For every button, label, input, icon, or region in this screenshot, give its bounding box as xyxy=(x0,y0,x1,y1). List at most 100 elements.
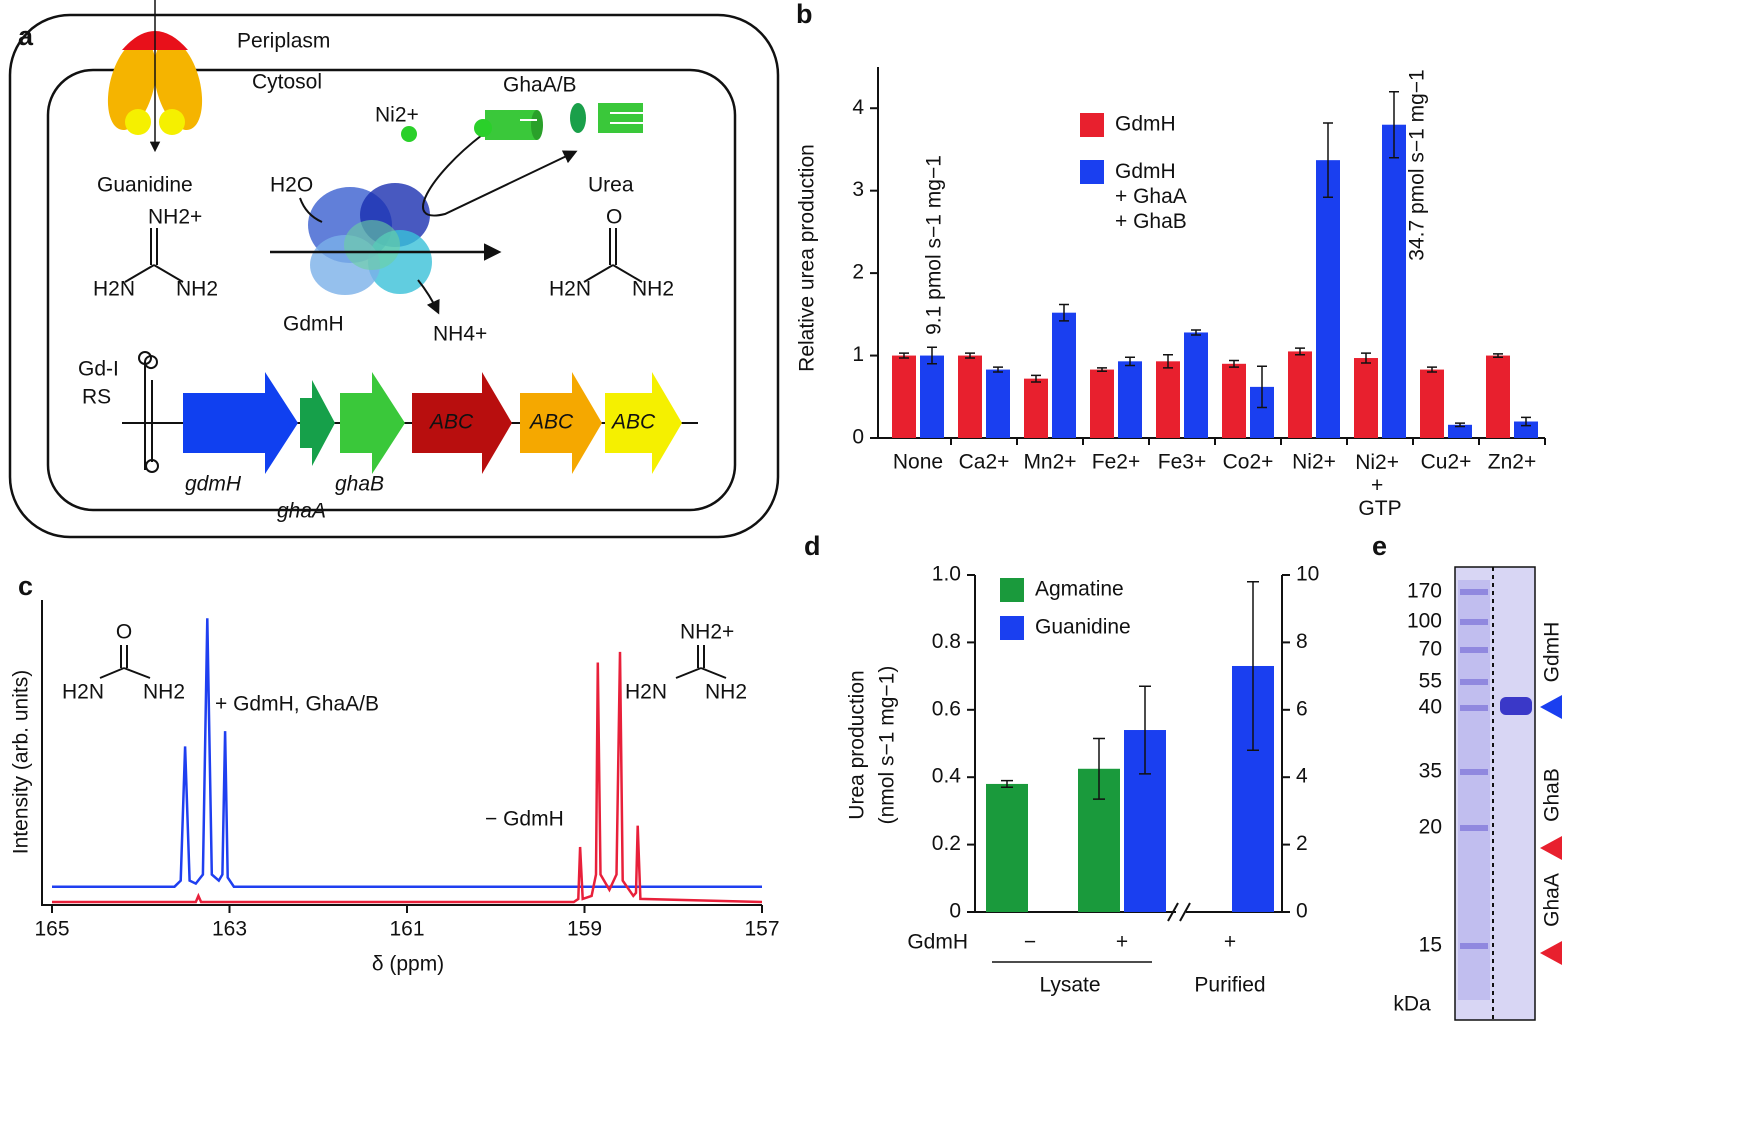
ladder-band xyxy=(1460,769,1488,775)
gene-label: ghaB xyxy=(335,473,384,496)
ghaa-ghab xyxy=(531,110,543,140)
label: RS xyxy=(82,386,111,409)
label: Ni2+ xyxy=(375,104,419,127)
label: H2N xyxy=(93,278,135,301)
structure-label: H2N xyxy=(625,681,667,704)
y2-tick-label: 2 xyxy=(1296,832,1308,855)
panel-label: d xyxy=(804,531,821,561)
label: Gd-I xyxy=(78,358,119,381)
gel xyxy=(1454,566,1536,1021)
gene-arrow xyxy=(183,372,298,474)
gene-label: ABC xyxy=(528,411,574,434)
annotation: 34.7 pmol s−1 mg−1 xyxy=(1406,69,1429,260)
label: Cytosol xyxy=(252,71,322,94)
bar xyxy=(920,355,944,438)
label: H2O xyxy=(270,174,313,197)
bar xyxy=(1288,351,1312,438)
bar xyxy=(1448,424,1472,438)
bar xyxy=(892,355,916,438)
row-label: GdmH xyxy=(907,931,968,954)
label: NH2 xyxy=(176,278,218,301)
gene-arrow xyxy=(520,372,602,474)
transporter xyxy=(107,40,157,130)
error-bar xyxy=(1125,356,1135,367)
error-bar xyxy=(993,366,1003,373)
annotation: 9.1 pmol s−1 mg−1 xyxy=(923,155,946,335)
transporter xyxy=(125,109,151,135)
legend-swatch xyxy=(1080,113,1104,137)
inner-membrane xyxy=(46,68,737,512)
y-axis-title: (nmol s−1 mg−1) xyxy=(876,666,899,825)
error-bar xyxy=(1059,303,1069,322)
y-axis-title: Relative urea production xyxy=(796,144,819,372)
series-label: − GdmH xyxy=(485,808,564,831)
error-bar xyxy=(1093,737,1105,800)
error-bar xyxy=(1001,779,1013,789)
x-tick-label: 159 xyxy=(567,918,602,941)
protein-label: GhaB xyxy=(1541,768,1564,822)
x-tick-label: Fe3+ xyxy=(1158,451,1206,474)
structure-label: H2N xyxy=(62,681,104,704)
legend-swatch xyxy=(1000,616,1024,640)
transporter xyxy=(153,40,203,130)
x-tick-label: Ni2+ xyxy=(1292,451,1336,474)
x-tick-label: + xyxy=(1224,931,1236,954)
gel-marker-label: 15 xyxy=(1419,934,1442,957)
error-bar xyxy=(1229,359,1239,368)
gel-marker-label: 35 xyxy=(1419,760,1442,783)
ladder-band xyxy=(1460,679,1488,685)
error-bar xyxy=(1521,416,1531,427)
nickel-ion xyxy=(401,126,417,142)
error-bar xyxy=(1257,365,1267,409)
bar xyxy=(1354,358,1378,438)
label: GhaA/B xyxy=(503,74,577,97)
gel-marker-label: 40 xyxy=(1419,696,1442,719)
bar xyxy=(1118,361,1142,438)
ghaa-ghab xyxy=(598,103,643,133)
error-bar xyxy=(1427,366,1437,373)
bar xyxy=(1090,369,1114,438)
label: NH2+ xyxy=(148,206,202,229)
bar xyxy=(1486,355,1510,438)
error-bar xyxy=(927,346,937,365)
axis xyxy=(41,600,762,906)
bar xyxy=(986,369,1010,438)
bar xyxy=(986,783,1028,912)
legend-label: GdmH + GhaA + GhaB xyxy=(1115,160,1191,233)
ladder-band xyxy=(1460,647,1488,653)
gel-marker-label: 170 xyxy=(1407,580,1442,603)
x-axis-title: δ (ppm) xyxy=(372,953,444,976)
protein-structure xyxy=(308,183,432,295)
marker-arrow xyxy=(1540,941,1562,965)
y-tick-label: 3 xyxy=(852,178,864,201)
y-tick-label: 4 xyxy=(852,96,864,119)
y-tick-label: 0.4 xyxy=(932,765,962,788)
gel-marker-label: 20 xyxy=(1419,816,1442,839)
y-axis-title: Urea production xyxy=(846,670,869,819)
gene-arrow xyxy=(340,372,405,474)
ghaa-ghab xyxy=(570,103,586,133)
error-bar xyxy=(1191,329,1201,336)
error-bar xyxy=(899,352,909,359)
error-bar xyxy=(1247,580,1259,751)
gene-arrow xyxy=(605,372,682,474)
protein-label: GhaA xyxy=(1541,873,1564,927)
gel-marker-label: 100 xyxy=(1407,610,1442,633)
label: H2N xyxy=(549,278,591,301)
error-bar xyxy=(1031,374,1041,383)
gene-label: ABC xyxy=(428,411,474,434)
y-tick-label: 0.2 xyxy=(932,832,961,855)
x-tick-label: − xyxy=(1024,931,1036,954)
y2-tick-label: 10 xyxy=(1296,563,1319,586)
nickel-ion xyxy=(474,119,492,137)
bar xyxy=(958,355,982,438)
arrow xyxy=(422,134,578,217)
ladder-band xyxy=(1460,619,1488,625)
x-tick-label: 163 xyxy=(212,918,247,941)
y2-tick-label: 8 xyxy=(1296,630,1308,653)
spectrum xyxy=(52,618,762,888)
ladder-band xyxy=(1460,825,1488,831)
error-bar xyxy=(965,352,975,359)
bar xyxy=(1316,160,1340,438)
